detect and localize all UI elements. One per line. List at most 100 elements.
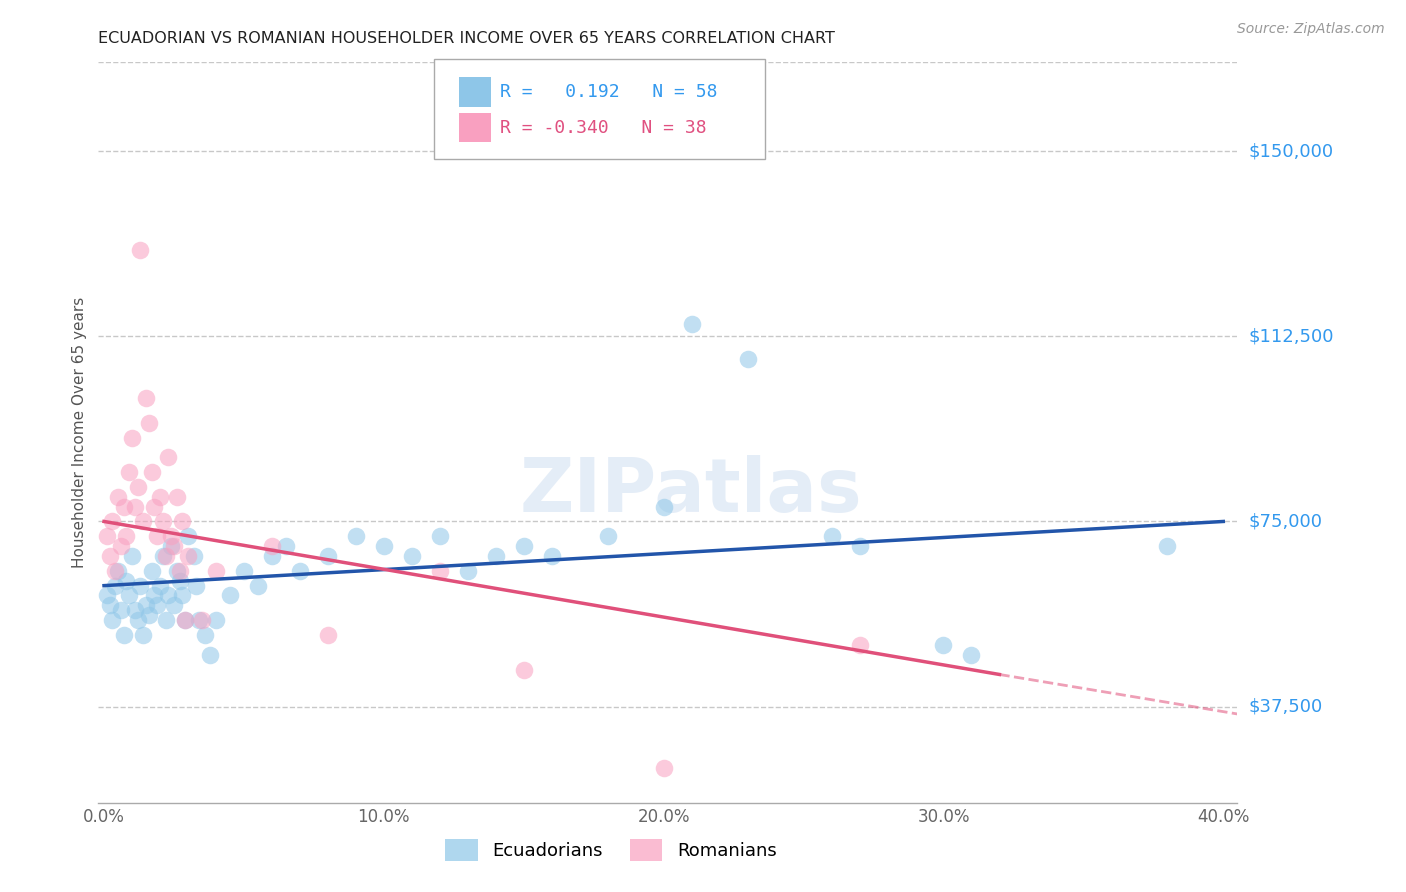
Point (194, 628, 217, 642)
Point (429, 564, 451, 578)
Point (246, 579, 269, 593)
Point (260, 539, 283, 553)
Point (104, 579, 127, 593)
Point (155, 549, 177, 563)
Point (820, 529, 842, 543)
Point (115, 529, 138, 543)
Point (149, 579, 172, 593)
Point (457, 564, 479, 578)
Point (200, 648, 222, 662)
Point (135, 599, 157, 613)
Point (146, 599, 169, 613)
Point (101, 613, 124, 627)
Text: ECUADORIAN VS ROMANIAN HOUSEHOLDER INCOME OVER 65 YEARS CORRELATION CHART: ECUADORIAN VS ROMANIAN HOUSEHOLDER INCOM… (98, 31, 835, 46)
Legend: Ecuadorians, Romanians: Ecuadorians, Romanians (439, 831, 783, 868)
Point (118, 465, 141, 479)
Point (110, 603, 132, 617)
Point (513, 539, 536, 553)
Point (149, 490, 172, 504)
Point (143, 500, 166, 514)
Point (205, 613, 228, 627)
Point (166, 490, 188, 504)
Point (141, 465, 163, 479)
Point (932, 638, 955, 652)
Point (485, 549, 508, 563)
Point (127, 613, 149, 627)
Point (127, 480, 149, 494)
Point (107, 564, 129, 578)
Point (177, 549, 200, 563)
Point (104, 564, 127, 578)
Point (169, 564, 191, 578)
Point (121, 549, 143, 563)
Point (101, 515, 124, 529)
Point (152, 515, 174, 529)
Point (183, 549, 205, 563)
Point (373, 539, 395, 553)
Point (737, 351, 759, 366)
Point (96, 529, 118, 543)
Point (166, 564, 188, 578)
Point (124, 500, 146, 514)
Point (960, 648, 983, 662)
Text: Source: ZipAtlas.com: Source: ZipAtlas.com (1237, 22, 1385, 37)
Point (163, 599, 186, 613)
Point (1156, 539, 1178, 553)
Point (288, 564, 311, 578)
Point (98, 549, 121, 563)
Point (169, 574, 191, 588)
Point (172, 589, 194, 603)
Point (160, 529, 183, 543)
Point (157, 589, 180, 603)
FancyBboxPatch shape (460, 78, 491, 107)
Point (112, 500, 135, 514)
Text: ZIPatlas: ZIPatlas (519, 455, 862, 528)
Point (316, 628, 339, 642)
Point (121, 431, 143, 445)
Point (160, 539, 183, 553)
Point (132, 628, 155, 642)
Point (115, 574, 138, 588)
Point (174, 613, 197, 627)
Point (274, 539, 297, 553)
Point (205, 564, 228, 578)
Point (152, 549, 174, 563)
Point (188, 613, 211, 627)
Point (138, 416, 160, 430)
Point (848, 638, 870, 652)
Point (260, 549, 283, 563)
Point (596, 529, 619, 543)
Point (143, 589, 166, 603)
Point (112, 628, 135, 642)
Point (177, 529, 200, 543)
Point (848, 539, 870, 553)
Point (157, 450, 180, 465)
Text: $112,500: $112,500 (1249, 327, 1334, 345)
Point (96, 589, 118, 603)
Point (129, 243, 152, 257)
Point (401, 549, 423, 563)
Point (146, 529, 169, 543)
Point (107, 490, 129, 504)
Point (652, 761, 675, 775)
Point (232, 564, 254, 578)
Point (540, 549, 562, 563)
FancyBboxPatch shape (434, 59, 765, 159)
Point (98, 599, 121, 613)
Point (316, 549, 339, 563)
Point (135, 391, 157, 405)
Point (129, 579, 152, 593)
Point (110, 539, 132, 553)
Point (219, 589, 242, 603)
Point (172, 515, 194, 529)
Point (513, 663, 536, 677)
Point (429, 529, 451, 543)
Text: $150,000: $150,000 (1249, 143, 1333, 161)
Point (186, 579, 208, 593)
Point (124, 603, 146, 617)
Y-axis label: Householder Income Over 65 years: Householder Income Over 65 years (72, 297, 87, 568)
Point (118, 589, 141, 603)
FancyBboxPatch shape (460, 112, 491, 143)
Point (138, 608, 160, 623)
Point (344, 529, 367, 543)
